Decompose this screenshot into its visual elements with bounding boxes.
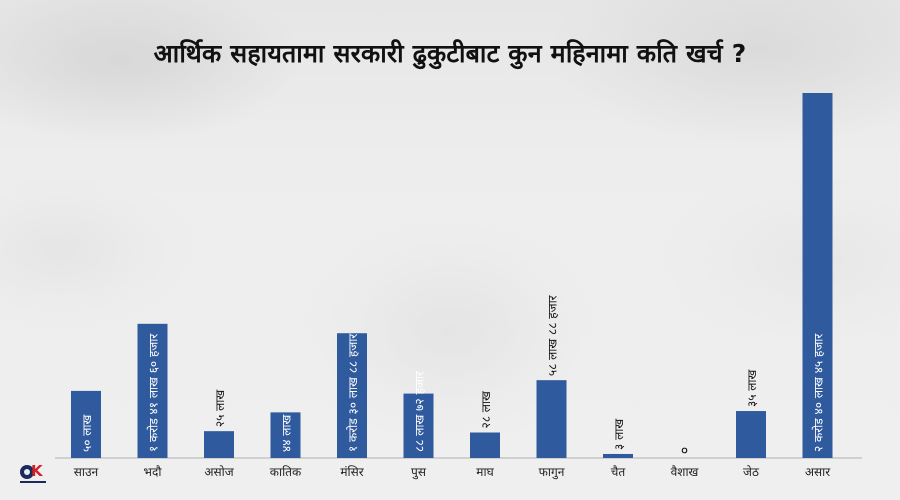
x-tick-label: पुस: [411, 465, 427, 480]
data-label: ४४ लाख: [280, 414, 294, 452]
x-tick-label: फागुन: [539, 465, 565, 480]
bar: [137, 323, 168, 458]
x-tick-label: साउन: [74, 465, 99, 479]
data-label: ३५ लाख: [745, 369, 759, 407]
chart-title: आर्थिक सहायतामा सरकारी ढुकुटीबाट कुन महि…: [153, 39, 747, 68]
x-tick-label: जेठ: [743, 465, 760, 479]
x-tick-label: माघ: [476, 465, 494, 479]
bar: [470, 432, 500, 458]
bar: [204, 431, 234, 458]
data-label: ०: [681, 443, 688, 459]
data-label: ८८ लाख ७२ हजार: [413, 370, 427, 452]
x-tick-label: मंसिर: [340, 465, 364, 479]
data-label: १ करोड ३० लाख ८८ हजार: [346, 333, 360, 452]
x-tick-label: चैत: [611, 465, 627, 479]
x-tick-label: वैशाख: [671, 465, 699, 479]
bar: [337, 333, 367, 458]
bar: [536, 380, 567, 458]
bar: [270, 412, 301, 458]
bar: [736, 411, 766, 458]
data-label: २ करोड ४० लाख ४५ हजार: [812, 333, 826, 452]
x-tick-label: असोज: [204, 465, 234, 479]
brand-logo: K: [20, 462, 46, 483]
bar: [71, 390, 101, 458]
x-tick-label: कातिक: [270, 465, 302, 479]
bar: [603, 453, 633, 458]
logo-k-text: K: [31, 462, 43, 480]
data-label: ३ लाख: [612, 419, 626, 450]
data-label: १ करोड ४१ लाख ६० हजार: [147, 333, 161, 452]
data-label: ५० लाख: [80, 414, 94, 452]
x-tick-label: असार: [805, 465, 831, 479]
bar: [403, 393, 434, 458]
logo-o-icon: [20, 465, 34, 479]
data-label: २८ लाख: [479, 391, 493, 429]
logo-underline: [20, 481, 46, 483]
data-label: २५ लाख: [213, 390, 227, 428]
data-label: ५८ लाख ८८ हजार: [546, 294, 560, 376]
x-tick-label: भदौ: [144, 465, 163, 479]
bar: [802, 93, 833, 458]
